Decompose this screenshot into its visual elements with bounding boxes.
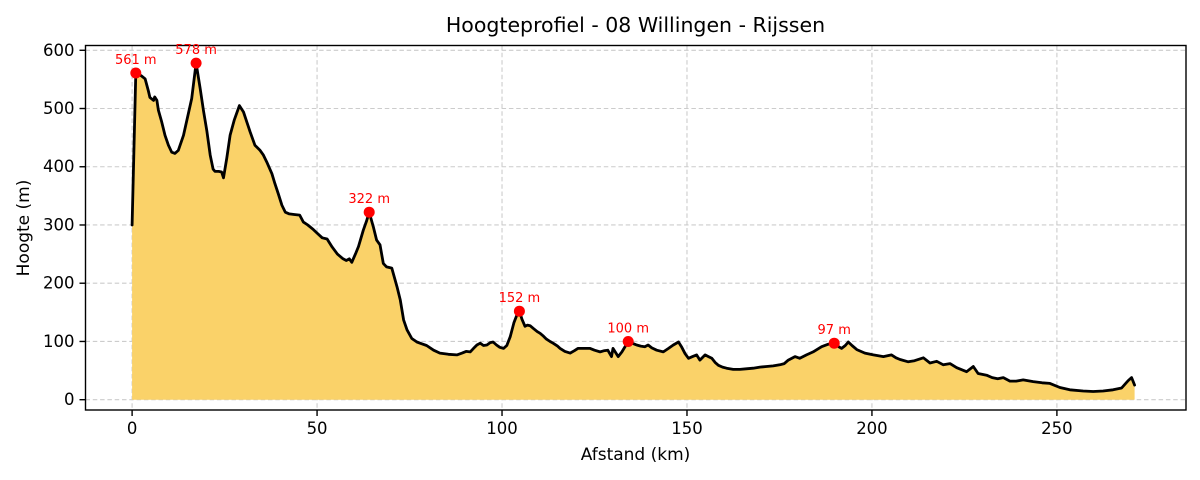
y-tick-label: 300: [43, 215, 75, 234]
elevation-area-fill: [132, 63, 1135, 400]
peak-marker-dot: [828, 337, 840, 349]
x-tick-label: 0: [127, 419, 138, 438]
x-tick-label: 50: [307, 419, 328, 438]
peak-marker-label: 152 m: [499, 291, 541, 306]
y-tick-label: 500: [43, 99, 75, 118]
x-axis-label: Afstand (km): [580, 445, 691, 465]
y-axis-label: Hoogte (m): [14, 179, 34, 277]
x-tick-label: 100: [486, 419, 518, 438]
y-tick-label: 400: [43, 157, 75, 176]
peak-marker-label: 322 m: [348, 192, 390, 207]
peak-marker-dot: [130, 67, 142, 79]
peak-marker-label: 100 m: [607, 322, 649, 337]
chart-title: Hoogteprofiel - 08 Willingen - Rijssen: [445, 13, 826, 37]
peak-marker-dot: [363, 206, 375, 218]
peak-marker-dot: [190, 57, 202, 69]
peak-marker-label: 561 m: [115, 53, 157, 68]
peak-marker-label: 578 m: [175, 43, 217, 58]
y-tick-label: 600: [43, 41, 75, 60]
elevation-line: [130, 61, 1136, 393]
peak-marker-dot: [622, 336, 634, 347]
peak-marker-dot: [513, 305, 525, 317]
x-tick-label: 250: [1041, 419, 1073, 438]
y-tick-label: 0: [64, 390, 75, 409]
peak-marker-label: 97 m: [818, 323, 851, 338]
plot-border: [84, 44, 1187, 411]
y-tick-label: 100: [43, 332, 75, 351]
y-tick-label: 200: [43, 274, 75, 293]
x-tick-label: 150: [671, 419, 703, 438]
x-tick-label: 200: [856, 419, 888, 438]
